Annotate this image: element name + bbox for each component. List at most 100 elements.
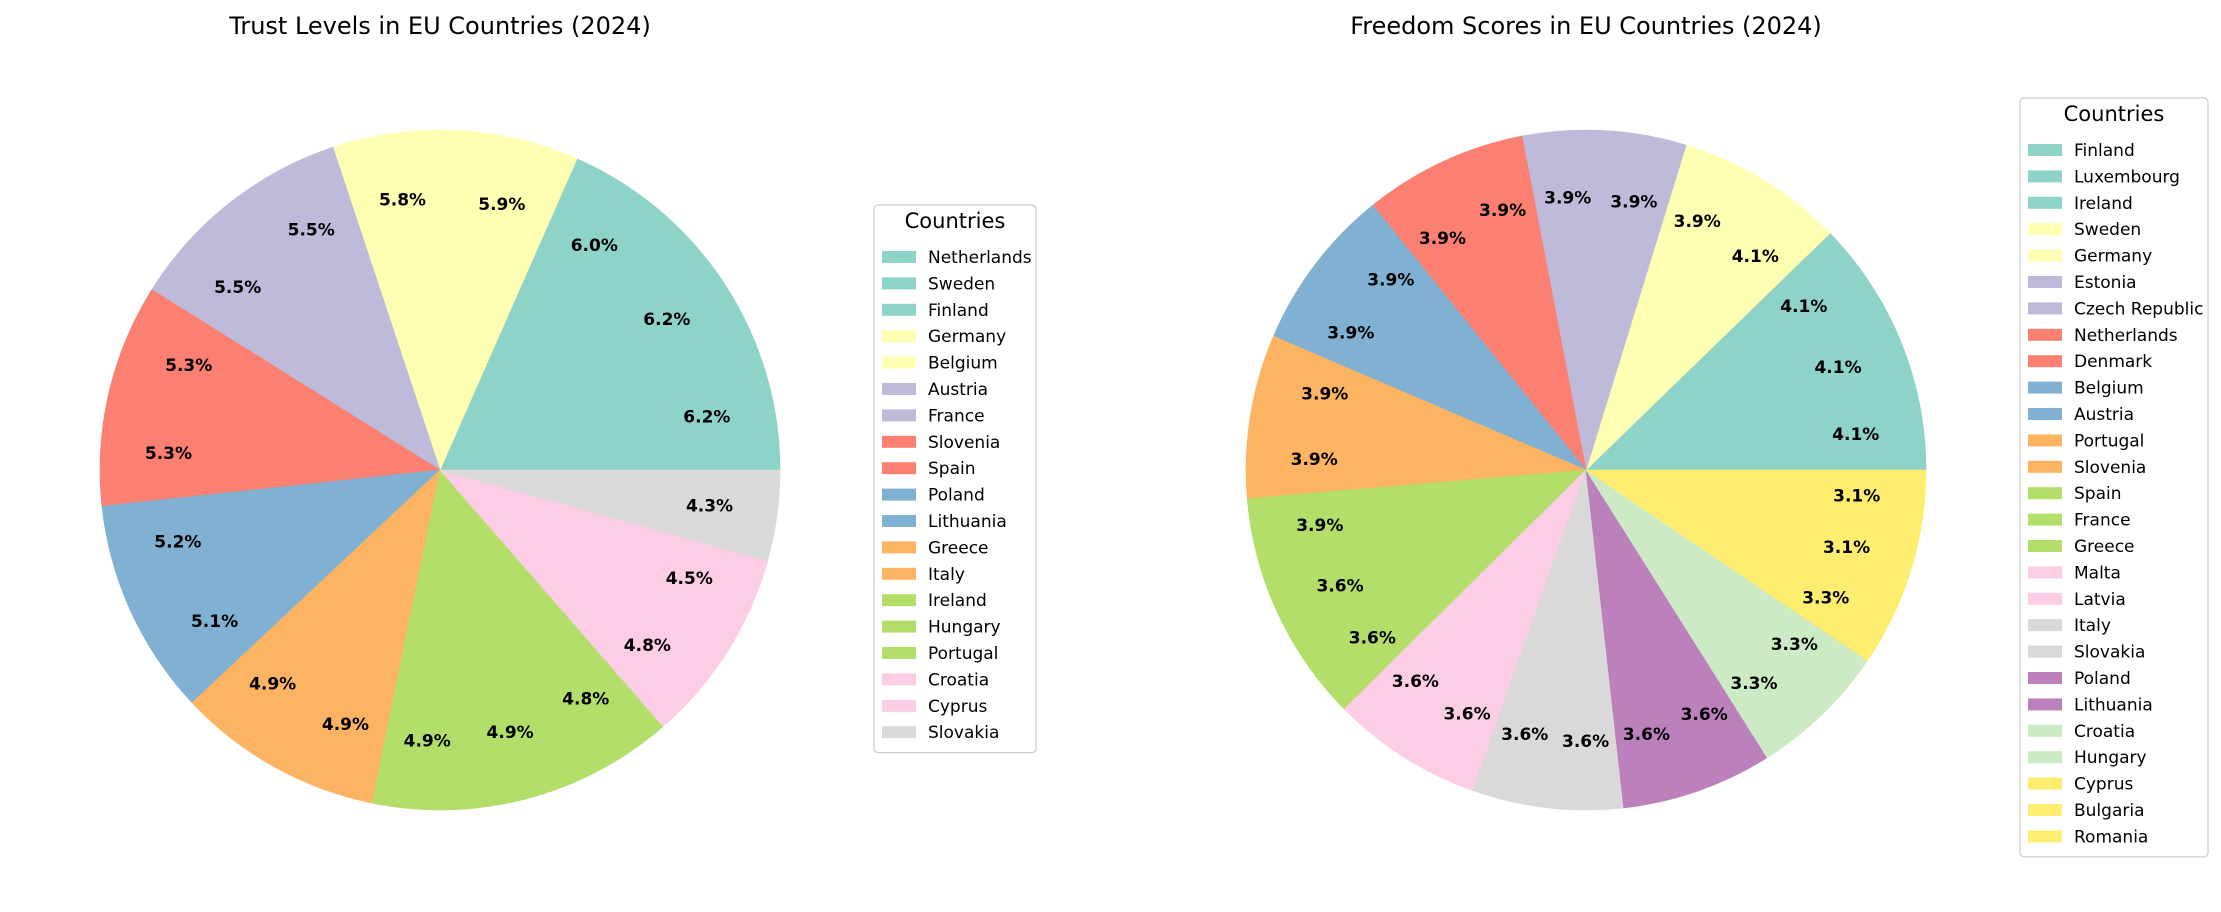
legend-label: Luxembourg: [2074, 167, 2180, 187]
legend-swatch: [882, 435, 916, 448]
legend-label: Slovenia: [2074, 458, 2146, 478]
legend-label: Spain: [928, 459, 976, 479]
legend-label: Portugal: [928, 644, 998, 664]
legend-swatch: [2028, 381, 2062, 394]
slice-percent-label: 3.9%: [1367, 271, 1414, 291]
legend-label: Slovakia: [928, 723, 999, 743]
legend-label: Austria: [928, 380, 988, 400]
legend-label: Croatia: [928, 670, 989, 690]
legend-label: Hungary: [928, 618, 1001, 638]
legend-label: Croatia: [2074, 722, 2135, 742]
legend-swatch: [882, 303, 916, 316]
legend-swatch: [882, 699, 916, 712]
legend-swatch: [2028, 460, 2062, 473]
legend-frame: [2019, 97, 2209, 858]
legend-label: Italy: [928, 565, 965, 585]
legend-label: Estonia: [2074, 273, 2137, 293]
chart-trust: Trust Levels in EU Countries (2024) 6.2%…: [99, 12, 1037, 811]
legend-swatch: [882, 567, 916, 580]
legend-swatch: [882, 488, 916, 501]
slice-percent-label: 5.2%: [154, 533, 201, 553]
slice-percent-label: 4.8%: [624, 636, 671, 656]
chart-freedom: Freedom Scores in EU Countries (2024) 4.…: [1245, 12, 2209, 858]
legend-label: Bulgaria: [2074, 801, 2145, 821]
legend-label: Lithuania: [928, 512, 1007, 532]
legend-label: Slovenia: [928, 433, 1000, 453]
legend-swatch: [2028, 249, 2062, 262]
legend-label: Ireland: [2074, 194, 2133, 214]
slice-percent-label: 3.1%: [1823, 538, 1870, 558]
legend-swatch: [882, 647, 916, 659]
legend-swatch: [2028, 302, 2062, 315]
legend-swatch: [882, 251, 916, 263]
legend-swatch: [2028, 328, 2062, 341]
legend-label: Malta: [2074, 563, 2121, 583]
legend-label: Lithuania: [2074, 695, 2153, 715]
slice-percent-label: 3.1%: [1833, 486, 1880, 506]
slice-percent-label: 3.9%: [1544, 189, 1591, 209]
legend-label: France: [928, 406, 985, 426]
slice-percent-label: 5.5%: [214, 278, 261, 298]
slice-percent-label: 4.1%: [1780, 297, 1827, 317]
legend-label: Cyprus: [2074, 775, 2133, 795]
slice-percent-label: 5.5%: [288, 220, 335, 240]
legend-label: Italy: [2074, 616, 2111, 636]
pie-slice-slovakia: [439, 469, 781, 562]
legend-swatch: [882, 594, 916, 607]
slice-percent-label: 3.9%: [1296, 516, 1343, 536]
legend-label: Latvia: [2074, 590, 2126, 610]
legend-label: Netherlands: [2074, 326, 2178, 346]
legend-swatch: [882, 541, 916, 554]
slice-percent-label: 3.6%: [1317, 576, 1364, 596]
legend-label: Slovakia: [2074, 643, 2145, 663]
slice-percent-label: 4.1%: [1732, 247, 1779, 267]
legend-swatch: [882, 673, 916, 686]
legend-title: Countries: [905, 209, 1006, 233]
legend-swatch: [2028, 566, 2062, 579]
pie-slice-sweden: [439, 230, 755, 471]
legend-label: France: [2074, 511, 2131, 531]
legend-swatch: [2028, 751, 2062, 764]
slice-percent-label: 4.9%: [322, 715, 369, 735]
chart-title: Trust Levels in EU Countries (2024): [228, 12, 651, 40]
legend-swatch: [2028, 223, 2062, 236]
slice-percent-label: 3.6%: [1623, 725, 1670, 745]
legend-swatch: [882, 356, 916, 369]
legend-label: Romania: [2074, 827, 2148, 847]
slice-percent-label: 3.9%: [1291, 450, 1338, 470]
slice-percent-label: 3.6%: [1681, 705, 1728, 725]
slice-percent-label: 4.8%: [562, 690, 609, 710]
legend-label: Netherlands: [928, 248, 1032, 268]
legend-label: Greece: [2074, 537, 2135, 557]
legend-swatch: [882, 277, 916, 290]
pie-freedom: 4.1% 4.1% 4.1% 4.1% 3.9% 3.9% 3.9% 3.9% 3.9% 3.9%…: [1245, 129, 1927, 811]
legend-label: Finland: [2074, 141, 2135, 161]
legend-label: Greece: [928, 538, 989, 558]
legend-swatch: [2028, 276, 2062, 288]
legend-swatch: [2028, 487, 2062, 500]
slice-percent-label: 5.9%: [478, 195, 525, 215]
slice-percent-label: 4.5%: [666, 569, 713, 589]
legend-label: Belgium: [2074, 379, 2144, 399]
legend-swatch: [882, 462, 916, 475]
pie-slice-belgium: [332, 129, 456, 471]
slice-percent-label: 3.3%: [1771, 635, 1818, 655]
pie-slice-finland: [439, 158, 683, 471]
legend-swatch: [2028, 830, 2062, 843]
legend-swatch: [2028, 434, 2062, 447]
legend-label: Ireland: [928, 591, 987, 611]
slice-percent-label: 6.2%: [683, 407, 730, 427]
legend-title: Countries: [2064, 102, 2165, 126]
legend-trust: Countries Netherlands Sweden Finland German…: [873, 204, 1037, 754]
legend-swatch: [2028, 619, 2062, 632]
chart-title: Freedom Scores in EU Countries (2024): [1350, 12, 1822, 40]
slice-percent-label: 3.9%: [1327, 323, 1374, 343]
slice-percent-label: 4.3%: [686, 497, 733, 517]
legend-swatch: [2028, 592, 2062, 605]
legend-label: Spain: [2074, 484, 2122, 504]
legend-swatch: [2028, 144, 2062, 156]
legend-swatch: [882, 620, 916, 633]
legend-swatch: [882, 330, 916, 343]
slice-percent-label: 3.9%: [1479, 201, 1526, 221]
